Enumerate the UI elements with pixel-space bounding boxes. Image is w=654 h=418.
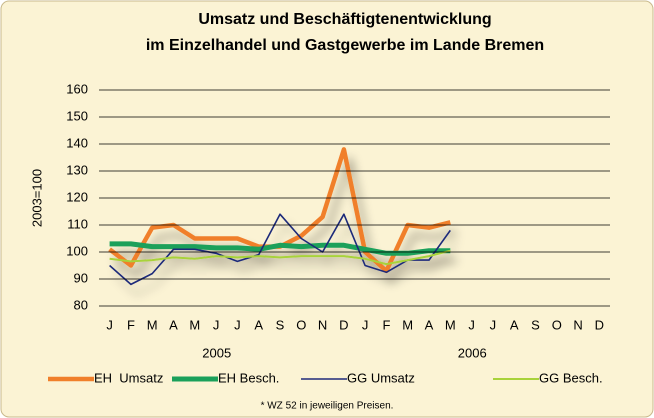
x-tick-label: J — [234, 317, 241, 332]
x-tick-label: F — [382, 317, 390, 332]
x-tick-label: J — [468, 317, 475, 332]
x-tick-label: M — [189, 317, 200, 332]
x-tick-label: O — [296, 317, 306, 332]
x-tick-label: D — [595, 317, 604, 332]
x-tick-label: S — [531, 317, 540, 332]
x-tick-label: J — [490, 317, 497, 332]
x-group-label: 2005 — [202, 345, 231, 360]
y-tick-label: 150 — [66, 108, 88, 123]
y-tick-label: 160 — [66, 81, 88, 96]
chart-title: im Einzelhandel und Gastgewerbe im Lande… — [146, 37, 544, 54]
x-tick-label: M — [402, 317, 413, 332]
y-tick-label: 110 — [67, 216, 88, 231]
x-tick-label: A — [169, 317, 178, 332]
series-line — [109, 241, 451, 256]
legend-label: EH Umsatz — [94, 370, 163, 385]
legend-label: GG Besch. — [539, 370, 603, 385]
footnote: * WZ 52 in jeweiligen Preisen. — [261, 401, 394, 412]
x-tick-label: N — [573, 317, 582, 332]
chart-title: Umsatz und Beschäftigtenentwicklung — [198, 11, 491, 28]
x-tick-label: J — [213, 317, 220, 332]
x-tick-label: A — [510, 317, 519, 332]
x-tick-label: M — [147, 317, 158, 332]
x-tick-label: M — [445, 317, 456, 332]
y-tick-label: 130 — [66, 162, 88, 177]
x-tick-label: F — [127, 317, 135, 332]
legend-label: EH Besch. — [218, 370, 279, 385]
y-tick-label: 90 — [74, 270, 88, 285]
legend-label: GG Umsatz — [347, 370, 415, 385]
series-line — [109, 249, 451, 266]
x-tick-label: A — [425, 317, 434, 332]
x-tick-label: O — [552, 317, 562, 332]
x-group-label: 2006 — [458, 345, 487, 360]
y-axis-label: 2003=100 — [29, 169, 44, 227]
y-tick-label: 80 — [74, 297, 88, 312]
x-tick-label: J — [362, 317, 369, 332]
x-tick-label: D — [339, 317, 348, 332]
y-tick-label: 120 — [66, 189, 88, 204]
x-tick-label: A — [254, 317, 263, 332]
x-tick-label: N — [318, 317, 327, 332]
y-tick-label: 140 — [66, 135, 88, 150]
x-tick-label: S — [276, 317, 285, 332]
y-tick-label: 100 — [66, 243, 88, 258]
x-tick-label: J — [106, 317, 113, 332]
plot-lines — [108, 147, 451, 286]
